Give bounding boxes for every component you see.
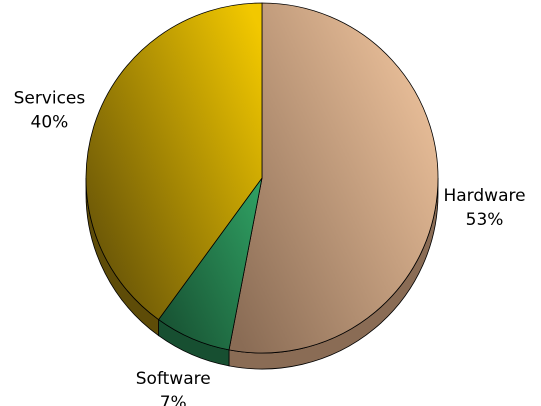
slice-percent-label: 7% [160,393,187,406]
slice-percent-label: 53% [466,210,504,230]
pie-top [85,2,439,354]
slice-services [85,2,263,321]
pie-labels: Hardware 53% Software 7% Services 40% [14,88,526,406]
slice-hardware [228,2,439,354]
slice-name-label: Software [136,369,211,389]
slice-percent-label: 40% [31,112,69,132]
slice-name-label: Hardware [443,186,525,206]
slice-name-label: Services [14,88,86,108]
